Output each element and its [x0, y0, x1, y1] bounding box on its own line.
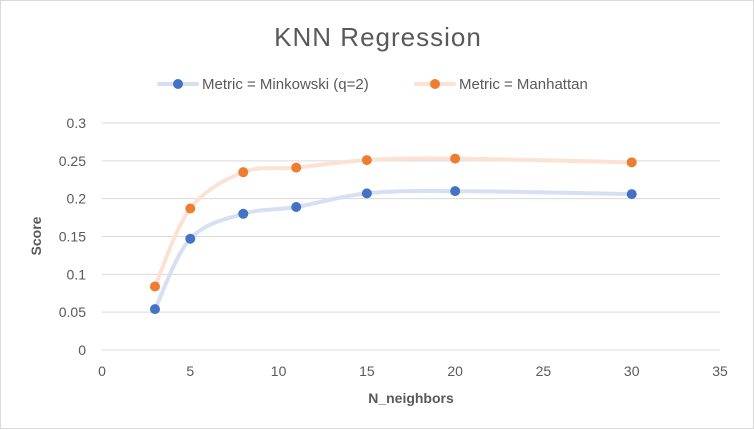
data-point-series-0	[185, 233, 196, 244]
y-tick-label: 0.05	[59, 304, 86, 320]
data-point-series-1	[149, 281, 160, 292]
x-tick-label: 30	[624, 363, 640, 379]
legend-item-manhattan: Metric = Manhattan	[414, 76, 588, 93]
chart-title: KNN Regression	[274, 22, 482, 52]
y-tick-label: 0.1	[67, 266, 87, 282]
data-point-series-1	[361, 155, 372, 166]
data-point-series-1	[291, 162, 302, 173]
series-line-0	[152, 189, 634, 312]
legend-marker-manhattan	[430, 79, 440, 89]
y-axis-label: Score	[28, 216, 44, 255]
y-tick-label: 0.25	[59, 153, 86, 169]
legend: Metric = Minkowski (q=2) Metric = Manhat…	[157, 76, 588, 93]
x-tick-label: 10	[271, 363, 287, 379]
legend-marker-minkowski	[173, 79, 183, 89]
legend-item-minkowski: Metric = Minkowski (q=2)	[157, 76, 369, 93]
data-point-series-1	[450, 153, 461, 164]
y-axis-ticks: 0 0.05 0.1 0.15 0.2 0.25 0.3	[59, 115, 86, 358]
data-point-series-0	[361, 188, 372, 199]
x-axis-ticks: 0 5 10 15 20 25 30 35	[98, 363, 728, 379]
y-tick-label: 0.3	[67, 115, 87, 131]
x-tick-label: 0	[98, 363, 106, 379]
x-tick-label: 15	[359, 363, 375, 379]
x-tick-label: 35	[712, 363, 728, 379]
y-tick-label: 0.2	[67, 191, 87, 207]
data-point-series-1	[626, 157, 637, 168]
y-tick-label: 0.15	[59, 229, 86, 245]
series-layer	[149, 153, 637, 315]
legend-label-manhattan: Metric = Manhattan	[459, 76, 588, 93]
data-point-series-0	[149, 304, 160, 315]
x-tick-label: 5	[186, 363, 194, 379]
data-point-series-0	[626, 189, 637, 200]
x-axis-label: N_neighbors	[368, 390, 454, 406]
series-line-1	[152, 156, 634, 289]
x-tick-label: 20	[447, 363, 463, 379]
data-point-series-0	[450, 186, 461, 197]
gridlines	[102, 122, 720, 351]
legend-label-minkowski: Metric = Minkowski (q=2)	[202, 76, 369, 93]
x-tick-label: 25	[536, 363, 552, 379]
data-point-series-1	[238, 167, 249, 178]
data-point-series-0	[291, 201, 302, 212]
y-tick-label: 0	[78, 342, 86, 358]
data-point-series-0	[238, 208, 249, 219]
data-point-series-1	[185, 203, 196, 214]
